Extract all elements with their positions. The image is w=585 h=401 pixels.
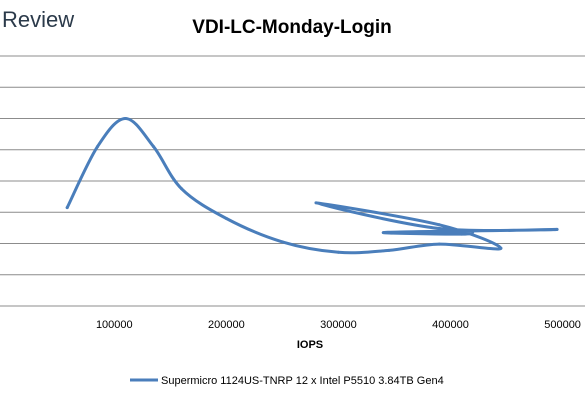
- chart-title: VDI-LC-Monday-Login: [192, 17, 391, 38]
- data-point: [180, 187, 184, 191]
- series-line: [65, 117, 559, 255]
- data-point: [381, 231, 385, 235]
- data-point: [499, 246, 503, 250]
- x-tick-label: 100000: [96, 319, 133, 331]
- data-point: [555, 227, 559, 231]
- legend-label: Supermicro 1124US-TNRP 12 x Intel P5510 …: [161, 375, 444, 387]
- brand-logo-text: Review: [2, 7, 74, 32]
- x-tick-label: 500000: [544, 319, 581, 331]
- data-point: [336, 250, 340, 254]
- data-point: [280, 240, 284, 244]
- data-point: [387, 248, 391, 252]
- gridlines: [0, 55, 585, 307]
- data-point: [460, 232, 464, 236]
- data-point: [460, 229, 464, 233]
- data-point: [437, 227, 441, 230]
- data-point: [437, 223, 441, 227]
- data-point: [437, 242, 441, 246]
- data-point: [314, 201, 318, 205]
- legend: Supermicro 1124US-TNRP 12 x Intel P5510 …: [130, 375, 444, 387]
- x-tick-label: 300000: [320, 319, 357, 331]
- data-point: [96, 145, 99, 149]
- data-point: [124, 117, 127, 120]
- x-axis-ticks: 100000 200000 300000 400000 500000: [96, 319, 581, 331]
- x-tick-label: 200000: [208, 319, 245, 331]
- data-point: [224, 217, 228, 220]
- data-point: [471, 230, 475, 234]
- data-point: [152, 145, 155, 149]
- data-point: [65, 206, 69, 210]
- series-lines: [65, 117, 559, 255]
- x-axis-title: IOPS: [297, 339, 323, 351]
- x-tick-label: 400000: [432, 319, 469, 331]
